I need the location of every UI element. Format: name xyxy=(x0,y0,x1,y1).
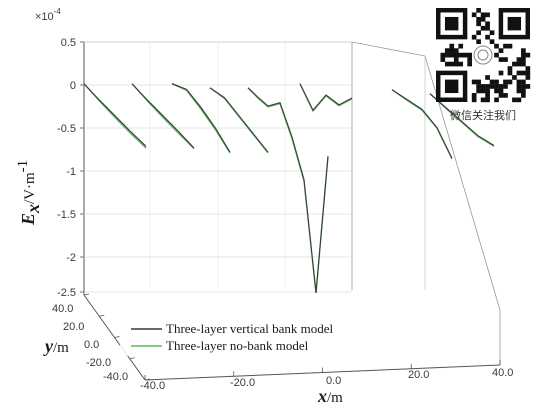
legend: Three-layer vertical bank model Three-la… xyxy=(120,318,366,356)
z-tick-label: 0.5 xyxy=(61,37,76,49)
x-tick-labels: -40.0 -20.0 0.0 20.0 40.0 xyxy=(140,367,513,392)
x-tick-label: -40.0 xyxy=(140,380,165,392)
z-tick-label: -1.5 xyxy=(57,209,76,221)
y-tick-label: -20.0 xyxy=(86,357,111,369)
y-tick-label: 40.0 xyxy=(52,303,73,315)
y-tick-mark xyxy=(144,378,151,381)
x-tick-label: 40.0 xyxy=(492,367,513,379)
legend-label-bank: Three-layer vertical bank model xyxy=(166,321,333,336)
z-tick-label: 0 xyxy=(70,80,76,92)
series-line-bank xyxy=(131,83,195,149)
box-edge xyxy=(351,41,426,57)
data-lines xyxy=(83,83,495,293)
y-tick-label: -40.0 xyxy=(103,371,128,383)
series-line-bank xyxy=(391,89,453,159)
y-tick-mark xyxy=(83,293,90,296)
gridlines xyxy=(80,41,501,381)
z-axis-label: Ex/V·m-1 xyxy=(15,160,43,226)
y-tick-labels: 40.0 20.0 0.0 -20.0 -40.0 xyxy=(52,303,128,383)
z-tick-label: -0.5 xyxy=(57,123,76,135)
y-tick-mark xyxy=(114,336,120,338)
series-line-bank xyxy=(299,83,353,112)
z-multiplier: ×10-4 xyxy=(35,7,61,23)
x-tick-label: 20.0 xyxy=(408,369,429,381)
legend-label-nobank: Three-layer no-bank model xyxy=(166,338,309,353)
series-line-bank xyxy=(83,83,147,147)
qr-center-logo xyxy=(473,45,493,65)
series-line-nobank xyxy=(299,83,353,113)
series-line-bank xyxy=(247,87,329,293)
series-line-bank xyxy=(171,83,231,153)
svg-text:Ex/V·m-1: Ex/V·m-1 xyxy=(15,160,43,226)
qr-code: 微信关注我们 xyxy=(436,8,531,122)
qr-caption: 微信关注我们 xyxy=(450,108,516,122)
x-tick-label: -20.0 xyxy=(230,377,255,389)
y-tick-mark xyxy=(129,357,135,360)
y-tick-mark xyxy=(99,314,105,317)
z-tick-label: -2.5 xyxy=(57,287,76,299)
series-line-nobank xyxy=(209,87,269,154)
series-line-bank xyxy=(209,87,269,153)
series-line-nobank xyxy=(171,83,231,154)
y-axis-label: y/m xyxy=(43,336,69,356)
z-tick-label: -2 xyxy=(66,252,76,264)
series-line-nobank xyxy=(247,87,329,293)
series-line-bank xyxy=(429,93,495,146)
x-axis-label: x/m xyxy=(317,386,343,406)
z-tick-label: -1 xyxy=(66,166,76,178)
y-tick-label: 0.0 xyxy=(84,339,99,351)
y-tick-label: 20.0 xyxy=(63,321,84,333)
x-tick-label: 0.0 xyxy=(326,375,341,387)
z-tick-labels: 0.5 0 -0.5 -1 -1.5 -2 -2.5 xyxy=(57,37,76,299)
